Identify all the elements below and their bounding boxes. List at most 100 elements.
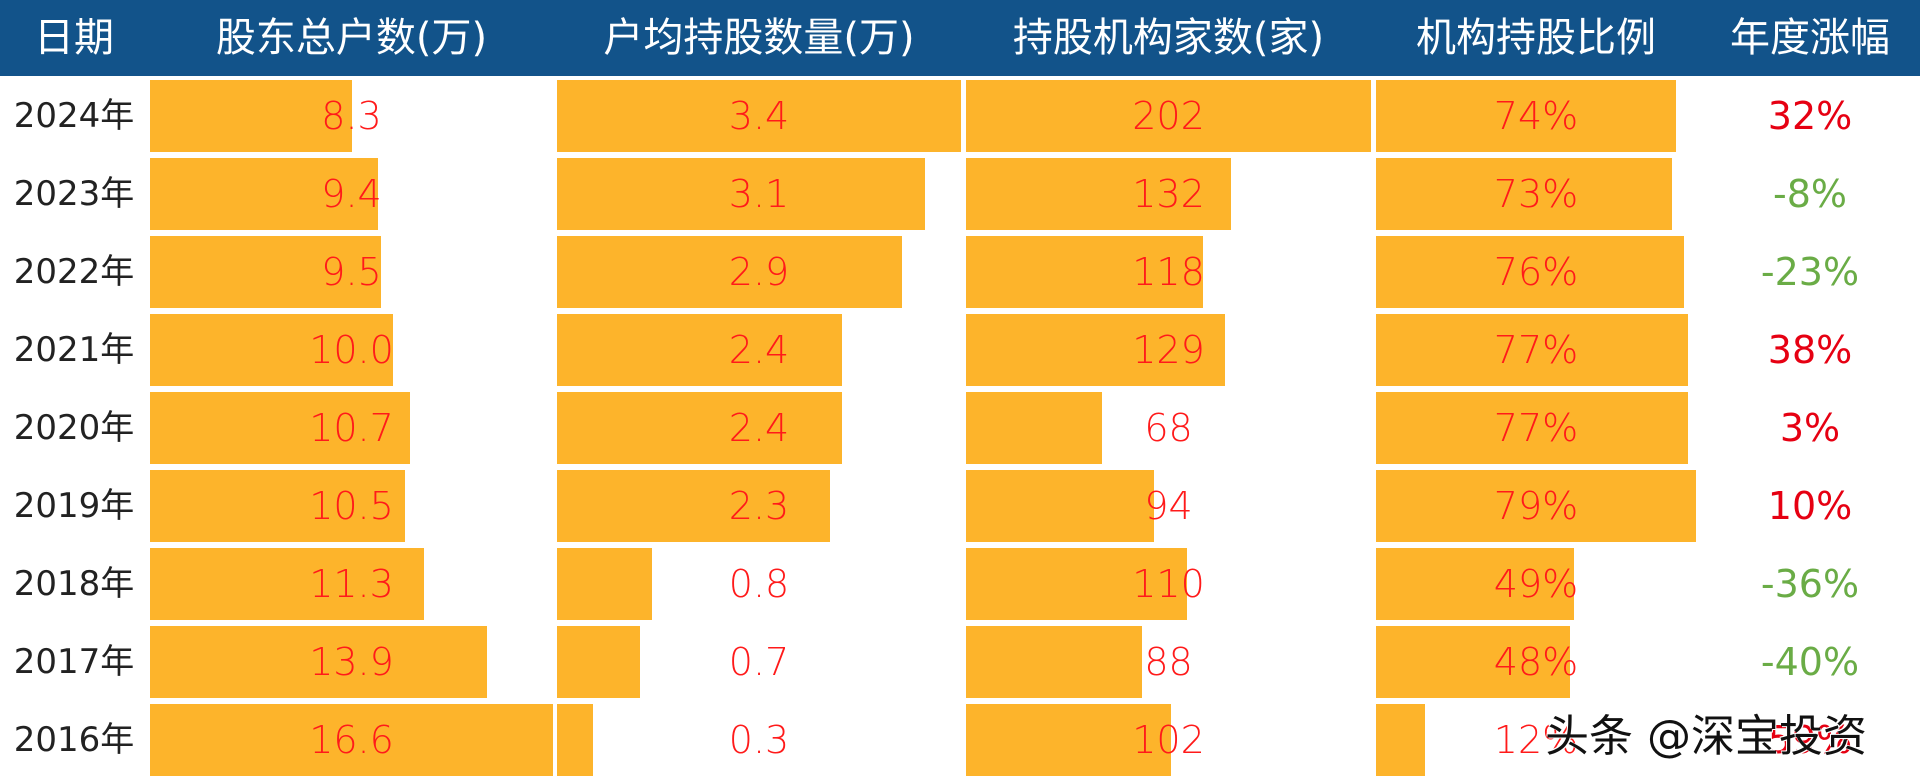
- cell-value: 102: [1132, 718, 1205, 762]
- cell-avg-holding: 0.7: [557, 626, 961, 698]
- cell-holders: 13.9: [150, 626, 553, 698]
- cell-inst-count: 88: [966, 626, 1371, 698]
- cell-inst-count: 68: [966, 392, 1371, 464]
- header-annual-change: 年度涨幅: [1730, 15, 1890, 61]
- data-bar: [557, 80, 961, 152]
- cell-value: 9.5: [321, 250, 382, 294]
- data-bar: [557, 470, 830, 542]
- header-avg-holding: 户均持股数量(万): [603, 15, 915, 61]
- data-bar: [150, 236, 381, 308]
- row-date: 2023年: [13, 174, 135, 214]
- cell-value: 74%: [1493, 94, 1579, 138]
- cell-holders: 8.3: [150, 80, 553, 152]
- data-bar: [557, 236, 902, 308]
- table-header: 日期 股东总户数(万) 户均持股数量(万) 持股机构家数(家) 机构持股比例 年…: [0, 0, 1920, 76]
- cell-holders: 9.4: [150, 158, 553, 230]
- row-date: 2018年: [13, 564, 135, 604]
- table-row: 2018年 11.3 0.8 110 49% -36%: [0, 548, 1920, 620]
- cell-inst-ratio: 77%: [1376, 392, 1696, 464]
- row-date: 2020年: [13, 408, 135, 448]
- cell-avg-holding: 2.3: [557, 470, 961, 542]
- table-row: 2021年 10.0 2.4 129 77% 38%: [0, 314, 1920, 386]
- table-row: 2024年 8.3 3.4 202 74% 32%: [0, 80, 1920, 152]
- data-bar: [966, 626, 1142, 698]
- cell-value: 88: [1144, 640, 1193, 684]
- cell-annual-change: -36%: [1760, 562, 1860, 606]
- cell-holders: 10.5: [150, 470, 553, 542]
- cell-inst-count: 132: [966, 158, 1371, 230]
- cell-value: 10.5: [309, 484, 394, 528]
- cell-value: 9.4: [321, 172, 382, 216]
- data-bar: [1376, 236, 1684, 308]
- data-bar: [150, 392, 410, 464]
- cell-avg-holding: 2.4: [557, 392, 961, 464]
- data-bar: [557, 392, 842, 464]
- data-bar: [150, 548, 424, 620]
- cell-value: 118: [1132, 250, 1205, 294]
- row-date: 2021年: [13, 330, 135, 370]
- row-date: 2019年: [13, 486, 135, 526]
- cell-avg-holding: 2.4: [557, 314, 961, 386]
- cell-inst-ratio: 74%: [1376, 80, 1696, 152]
- cell-avg-holding: 0.3: [557, 704, 961, 776]
- cell-value: 0.3: [728, 718, 790, 762]
- cell-value: 3.4: [728, 94, 790, 138]
- data-bar: [150, 158, 378, 230]
- cell-value: 68: [1144, 406, 1193, 450]
- cell-value: 77%: [1493, 406, 1579, 450]
- cell-avg-holding: 2.9: [557, 236, 961, 308]
- cell-holders: 10.7: [150, 392, 553, 464]
- cell-value: 2.4: [728, 328, 790, 372]
- data-bar: [966, 80, 1371, 152]
- data-bar: [966, 392, 1102, 464]
- cell-value: 77%: [1493, 328, 1579, 372]
- cell-annual-change: 32%: [1767, 94, 1853, 138]
- cell-value: 11.3: [309, 562, 394, 606]
- data-bar: [557, 626, 640, 698]
- data-bar: [150, 626, 487, 698]
- header-date: 日期: [34, 15, 114, 61]
- data-bar: [1376, 548, 1574, 620]
- cell-annual-change: 10%: [1767, 484, 1853, 528]
- data-bar: [557, 158, 925, 230]
- data-bar: [966, 236, 1203, 308]
- cell-avg-holding: 3.4: [557, 80, 961, 152]
- cell-holders: 9.5: [150, 236, 553, 308]
- table-row: 2019年 10.5 2.3 94 79% 10%: [0, 470, 1920, 542]
- cell-inst-count: 102: [966, 704, 1371, 776]
- cell-inst-ratio: 76%: [1376, 236, 1696, 308]
- data-bar: [557, 704, 593, 776]
- data-bar: [1376, 158, 1672, 230]
- cell-inst-ratio: 48%: [1376, 626, 1696, 698]
- data-bar: [150, 80, 352, 152]
- cell-inst-count: 110: [966, 548, 1371, 620]
- cell-inst-ratio: 77%: [1376, 314, 1696, 386]
- header-inst-ratio: 机构持股比例: [1416, 15, 1656, 61]
- cell-value: 16.6: [309, 718, 394, 762]
- cell-avg-holding: 0.8: [557, 548, 961, 620]
- cell-inst-count: 94: [966, 470, 1371, 542]
- cell-value: 3.1: [728, 172, 790, 216]
- data-bar: [150, 314, 393, 386]
- cell-inst-count: 129: [966, 314, 1371, 386]
- data-bar: [1376, 626, 1570, 698]
- cell-value: 2.4: [728, 406, 790, 450]
- cell-inst-ratio: 73%: [1376, 158, 1696, 230]
- cell-annual-change: 38%: [1767, 328, 1853, 372]
- data-bar: [1376, 470, 1696, 542]
- cell-value: 73%: [1493, 172, 1579, 216]
- cell-value: 13.9: [309, 640, 394, 684]
- cell-value: 0.7: [728, 640, 790, 684]
- data-bar: [966, 548, 1187, 620]
- table-row: 2016年 16.6 0.3 102 12% 59%: [0, 704, 1920, 776]
- cell-avg-holding: 3.1: [557, 158, 961, 230]
- cell-inst-ratio: 12%: [1376, 704, 1696, 776]
- cell-value: 94: [1144, 484, 1193, 528]
- cell-value: 10.7: [309, 406, 394, 450]
- row-date: 2017年: [13, 642, 135, 682]
- data-bar: [966, 470, 1154, 542]
- data-bar: [966, 704, 1171, 776]
- table-row: 2020年 10.7 2.4 68 77% 3%: [0, 392, 1920, 464]
- cell-holders: 11.3: [150, 548, 553, 620]
- data-bar: [557, 314, 842, 386]
